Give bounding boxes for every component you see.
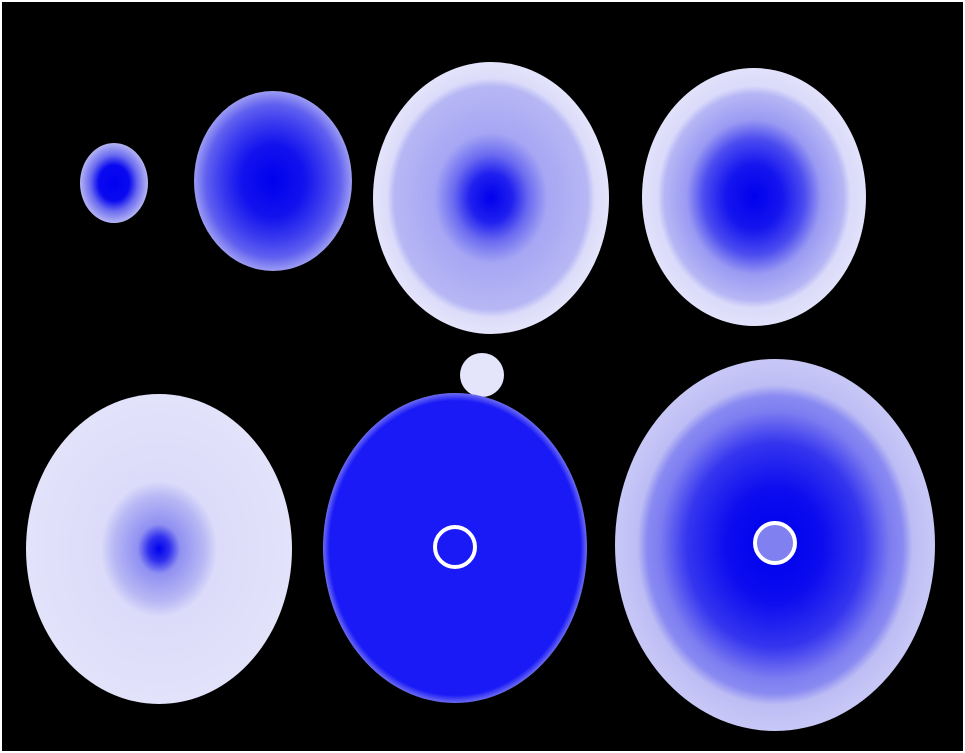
ellipse-large-b <box>642 68 866 326</box>
ellipse-small <box>80 143 148 223</box>
pale-dot-marker <box>460 353 504 397</box>
ring-marker-solid <box>433 525 477 569</box>
ellipse-pale <box>26 394 292 704</box>
ring-marker-big <box>753 521 797 565</box>
ellipse-large-a <box>373 62 609 334</box>
ellipse-medium <box>194 91 352 271</box>
